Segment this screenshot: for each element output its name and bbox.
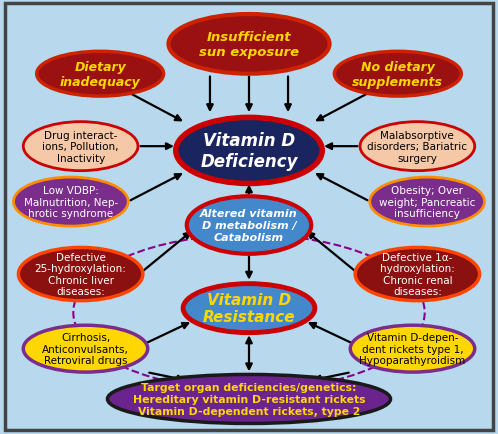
Text: Drug interact-
ions, Pollution,
Inactivity: Drug interact- ions, Pollution, Inactivi… (42, 130, 119, 163)
Text: Vitamin D
Deficiency: Vitamin D Deficiency (200, 132, 298, 171)
Text: No dietary
supplements: No dietary supplements (353, 61, 443, 89)
Ellipse shape (350, 326, 475, 372)
Text: Target organ deficiencies/genetics:
Hereditary vitamin D-resistant rickets
Vitam: Target organ deficiencies/genetics: Here… (133, 382, 365, 416)
Text: Cirrhosis,
Anticonvulsants,
Retroviral drugs: Cirrhosis, Anticonvulsants, Retroviral d… (42, 332, 129, 365)
Text: Defective 1α-
hydroxylation:
Chronic renal
diseases:: Defective 1α- hydroxylation: Chronic ren… (380, 252, 455, 297)
Text: Obesity; Over
weight; Pancreatic
insufficiency: Obesity; Over weight; Pancreatic insuffi… (379, 186, 475, 219)
Text: Defective
25-hydroxylation:
Chronic liver
diseases:: Defective 25-hydroxylation: Chronic live… (35, 252, 126, 297)
Text: Vitamin D-depen-
dent rickets type 1,
Hypoparathyroidism: Vitamin D-depen- dent rickets type 1, Hy… (360, 332, 466, 365)
Ellipse shape (37, 52, 163, 97)
Text: Dietary
inadequacy: Dietary inadequacy (60, 61, 140, 89)
Ellipse shape (168, 15, 330, 75)
Text: Vitamin D
Resistance: Vitamin D Resistance (203, 292, 295, 325)
Ellipse shape (18, 248, 143, 301)
Ellipse shape (355, 248, 480, 301)
Ellipse shape (187, 197, 311, 254)
Ellipse shape (23, 122, 138, 171)
Ellipse shape (176, 118, 322, 184)
Ellipse shape (13, 178, 128, 227)
Ellipse shape (23, 326, 148, 372)
Text: Insufficient
sun exposure: Insufficient sun exposure (199, 31, 299, 59)
Text: Malabsorptive
disorders; Bariatric
surgery: Malabsorptive disorders; Bariatric surge… (368, 130, 468, 163)
Ellipse shape (183, 284, 315, 333)
Ellipse shape (335, 52, 461, 97)
Text: Altered vitamin
D metabolism /
Catabolism: Altered vitamin D metabolism / Catabolis… (200, 209, 298, 242)
Ellipse shape (108, 375, 390, 424)
Text: Low VDBP:
Malnutrition, Nep-
hrotic syndrome: Low VDBP: Malnutrition, Nep- hrotic synd… (24, 186, 118, 219)
Ellipse shape (360, 122, 475, 171)
Ellipse shape (370, 178, 485, 227)
